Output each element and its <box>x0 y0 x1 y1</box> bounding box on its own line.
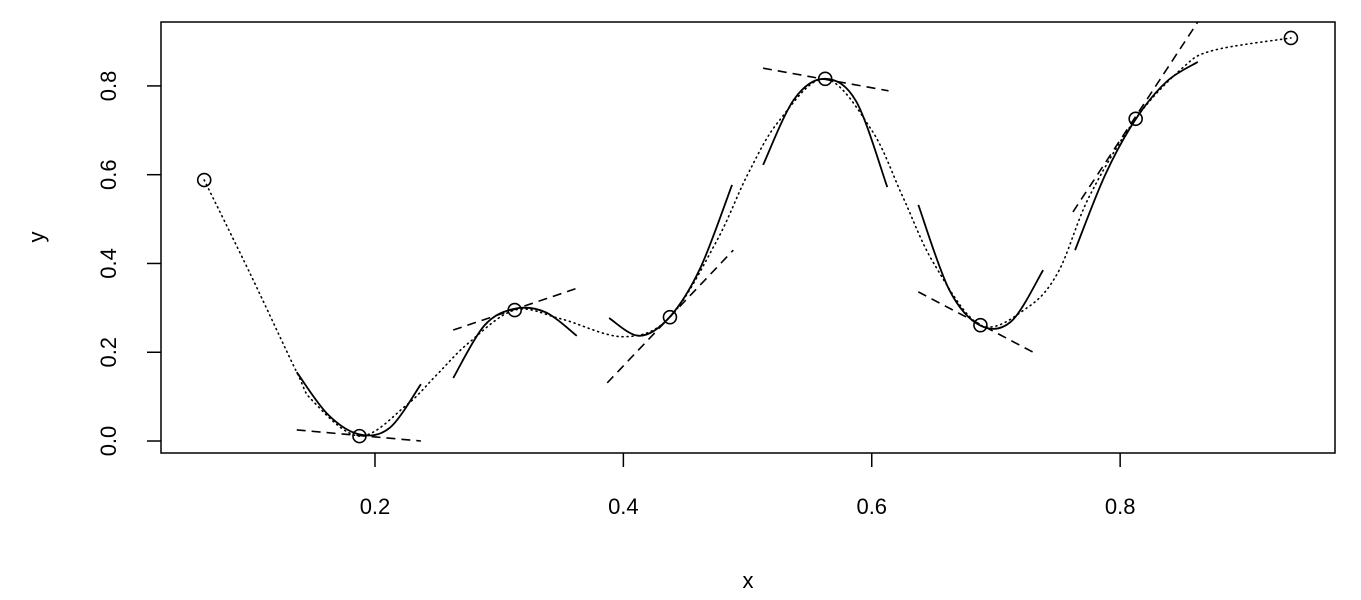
plot-box <box>160 21 1336 454</box>
point <box>817 71 833 87</box>
plot-area <box>196 22 1299 444</box>
tangent-line <box>762 67 889 92</box>
x-tick-label: 0.8 <box>1105 494 1136 519</box>
y-tick-label: 0.0 <box>96 426 121 457</box>
tangent-line <box>296 429 422 442</box>
point <box>662 309 678 325</box>
point <box>1283 30 1299 46</box>
local-fit <box>917 204 1044 330</box>
local-fit <box>296 371 422 437</box>
tangent-line <box>917 291 1034 353</box>
y-tick-label: 0.6 <box>96 159 121 190</box>
y-tick-label: 0.4 <box>96 248 121 279</box>
point <box>507 302 523 318</box>
tangent-line <box>452 288 576 331</box>
y-tick-label: 0.2 <box>96 337 121 368</box>
point <box>196 172 212 188</box>
local-fit <box>608 184 733 337</box>
x-tick-label: 0.6 <box>856 494 887 519</box>
x-tick-label: 0.4 <box>608 494 639 519</box>
x-tick-label: 0.2 <box>360 494 391 519</box>
tangent-line <box>606 249 734 384</box>
y-axis-label: y <box>24 232 49 243</box>
point <box>352 428 367 444</box>
x-axis-label: x <box>743 568 754 593</box>
point <box>973 317 988 333</box>
local-fit <box>1074 61 1199 251</box>
local-fit <box>452 306 578 379</box>
point <box>1128 111 1143 127</box>
tangent-line <box>1072 22 1199 213</box>
local-fit <box>762 77 889 188</box>
true-curve <box>203 37 1292 437</box>
y-tick-label: 0.8 <box>96 71 121 102</box>
